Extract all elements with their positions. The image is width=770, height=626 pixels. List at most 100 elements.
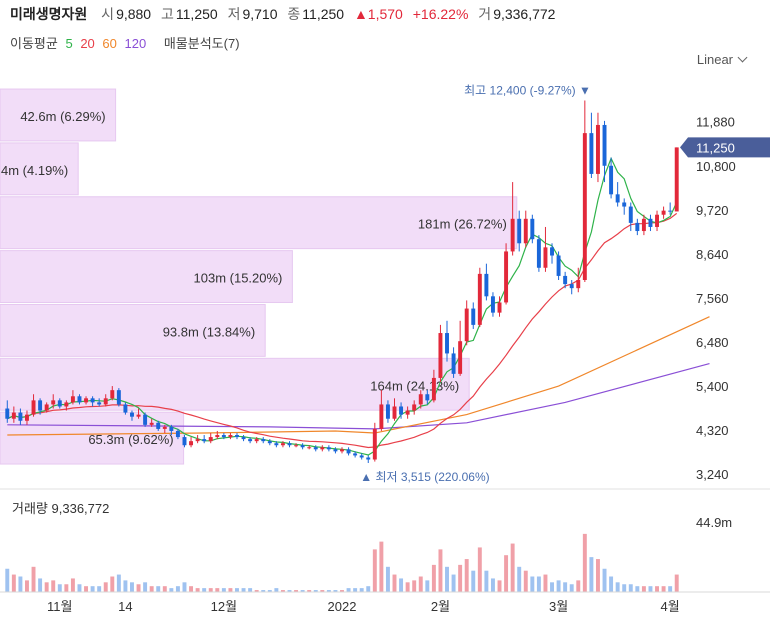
candle xyxy=(504,243,509,305)
candle-body xyxy=(661,210,666,215)
low-label: 저 xyxy=(227,6,241,22)
candle xyxy=(195,435,200,444)
open-value: 9,880 xyxy=(116,6,152,22)
candle xyxy=(221,433,226,440)
volume-bar xyxy=(97,586,102,592)
y-tick-label: 8,640 xyxy=(696,247,729,262)
x-tick-label: 11월 xyxy=(47,599,72,614)
candle xyxy=(445,320,449,362)
candle-body xyxy=(510,218,515,252)
candle-body xyxy=(615,194,620,203)
candle-body xyxy=(438,333,443,378)
candle-body xyxy=(175,430,180,438)
x-tick-label: 2월 xyxy=(431,599,450,614)
volume-axis-tick: 44.9m xyxy=(696,515,732,530)
candle xyxy=(399,402,404,419)
candle-body xyxy=(228,435,233,438)
candle xyxy=(379,390,384,431)
candle xyxy=(641,214,646,236)
volume-value: 9,336,772 xyxy=(493,6,556,22)
volume-bar xyxy=(307,590,312,592)
candle xyxy=(569,280,574,295)
candle-body xyxy=(477,273,482,325)
volume-bar xyxy=(497,580,502,592)
volume-profile-bar xyxy=(0,196,518,250)
volume-bar xyxy=(294,590,299,592)
volume-bar xyxy=(182,582,187,592)
volume-bar xyxy=(254,590,259,592)
volume-bar xyxy=(451,574,456,592)
candle-body xyxy=(655,214,659,227)
candle-body xyxy=(668,210,673,212)
candle xyxy=(38,398,43,415)
high-marker: 최고 12,400 (-9.27%) ▼ xyxy=(464,83,591,97)
candle xyxy=(346,447,351,456)
volume-profile-label: 매물분석도(7) xyxy=(163,36,240,51)
candle xyxy=(57,398,62,409)
volume-bar xyxy=(57,584,62,592)
volume-bar xyxy=(576,580,581,592)
volume-bar xyxy=(149,586,154,592)
volume-panel-title: 거래량 9,336,772 xyxy=(12,498,109,517)
candle xyxy=(609,157,614,199)
candle-body xyxy=(326,447,331,450)
candle-body xyxy=(97,402,102,405)
candle-body xyxy=(543,247,548,268)
volume-plot-area xyxy=(0,490,680,592)
y-tick-label: 4,320 xyxy=(696,423,729,438)
candle-body xyxy=(451,353,456,374)
candle-body xyxy=(641,218,646,232)
close-value: 11,250 xyxy=(302,6,345,22)
current-price-label: 11,250 xyxy=(696,140,735,155)
ma-legend[interactable]: 이동평균 5 20 60 120 매물분석도(7) xyxy=(10,33,244,52)
volume-bar xyxy=(162,586,167,592)
volume-bar xyxy=(517,566,522,592)
current-price-tag xyxy=(680,137,770,158)
candle-body xyxy=(287,443,292,446)
volume-bar xyxy=(340,590,344,592)
candle-body xyxy=(90,398,95,403)
candle-body xyxy=(556,255,561,276)
candle xyxy=(510,182,515,256)
candle xyxy=(576,267,581,293)
candle-body xyxy=(399,406,404,415)
candle-body xyxy=(418,394,423,405)
volume-bar xyxy=(84,586,89,592)
volume-bar xyxy=(405,582,410,592)
candle xyxy=(648,214,653,232)
candle xyxy=(458,320,463,376)
candle xyxy=(235,433,239,440)
volume-bar xyxy=(77,584,82,592)
volume-bar xyxy=(582,533,587,592)
candle-body xyxy=(307,447,312,449)
candle-body xyxy=(353,453,358,456)
candle xyxy=(169,424,174,436)
candle xyxy=(674,147,679,212)
volume-bar xyxy=(38,578,43,592)
x-tick-label: 4월 xyxy=(661,599,680,614)
scale-selector[interactable]: Linear xyxy=(697,52,748,67)
y-tick-label: 10,800 xyxy=(696,159,736,174)
candle xyxy=(595,112,600,183)
candle xyxy=(162,424,167,433)
volume-bar xyxy=(51,580,56,592)
volume-bar xyxy=(628,584,633,592)
candle-body xyxy=(595,124,600,174)
candle-body xyxy=(405,410,410,415)
candle xyxy=(320,445,325,452)
candle-body xyxy=(38,400,43,411)
candle-body xyxy=(530,218,535,240)
volume-bar xyxy=(130,582,134,592)
candle xyxy=(248,437,253,444)
volume-panel-label: 거래량 xyxy=(12,501,48,516)
volume-bar xyxy=(70,578,75,592)
candle xyxy=(602,120,607,183)
candle-body xyxy=(64,402,69,407)
volume-profile-label: 103m (15.20%) xyxy=(194,271,283,286)
candle xyxy=(202,435,207,444)
candle xyxy=(425,390,430,405)
high-value: 11,250 xyxy=(175,6,218,22)
volume-bar xyxy=(110,576,115,592)
volume-bar xyxy=(622,584,627,592)
